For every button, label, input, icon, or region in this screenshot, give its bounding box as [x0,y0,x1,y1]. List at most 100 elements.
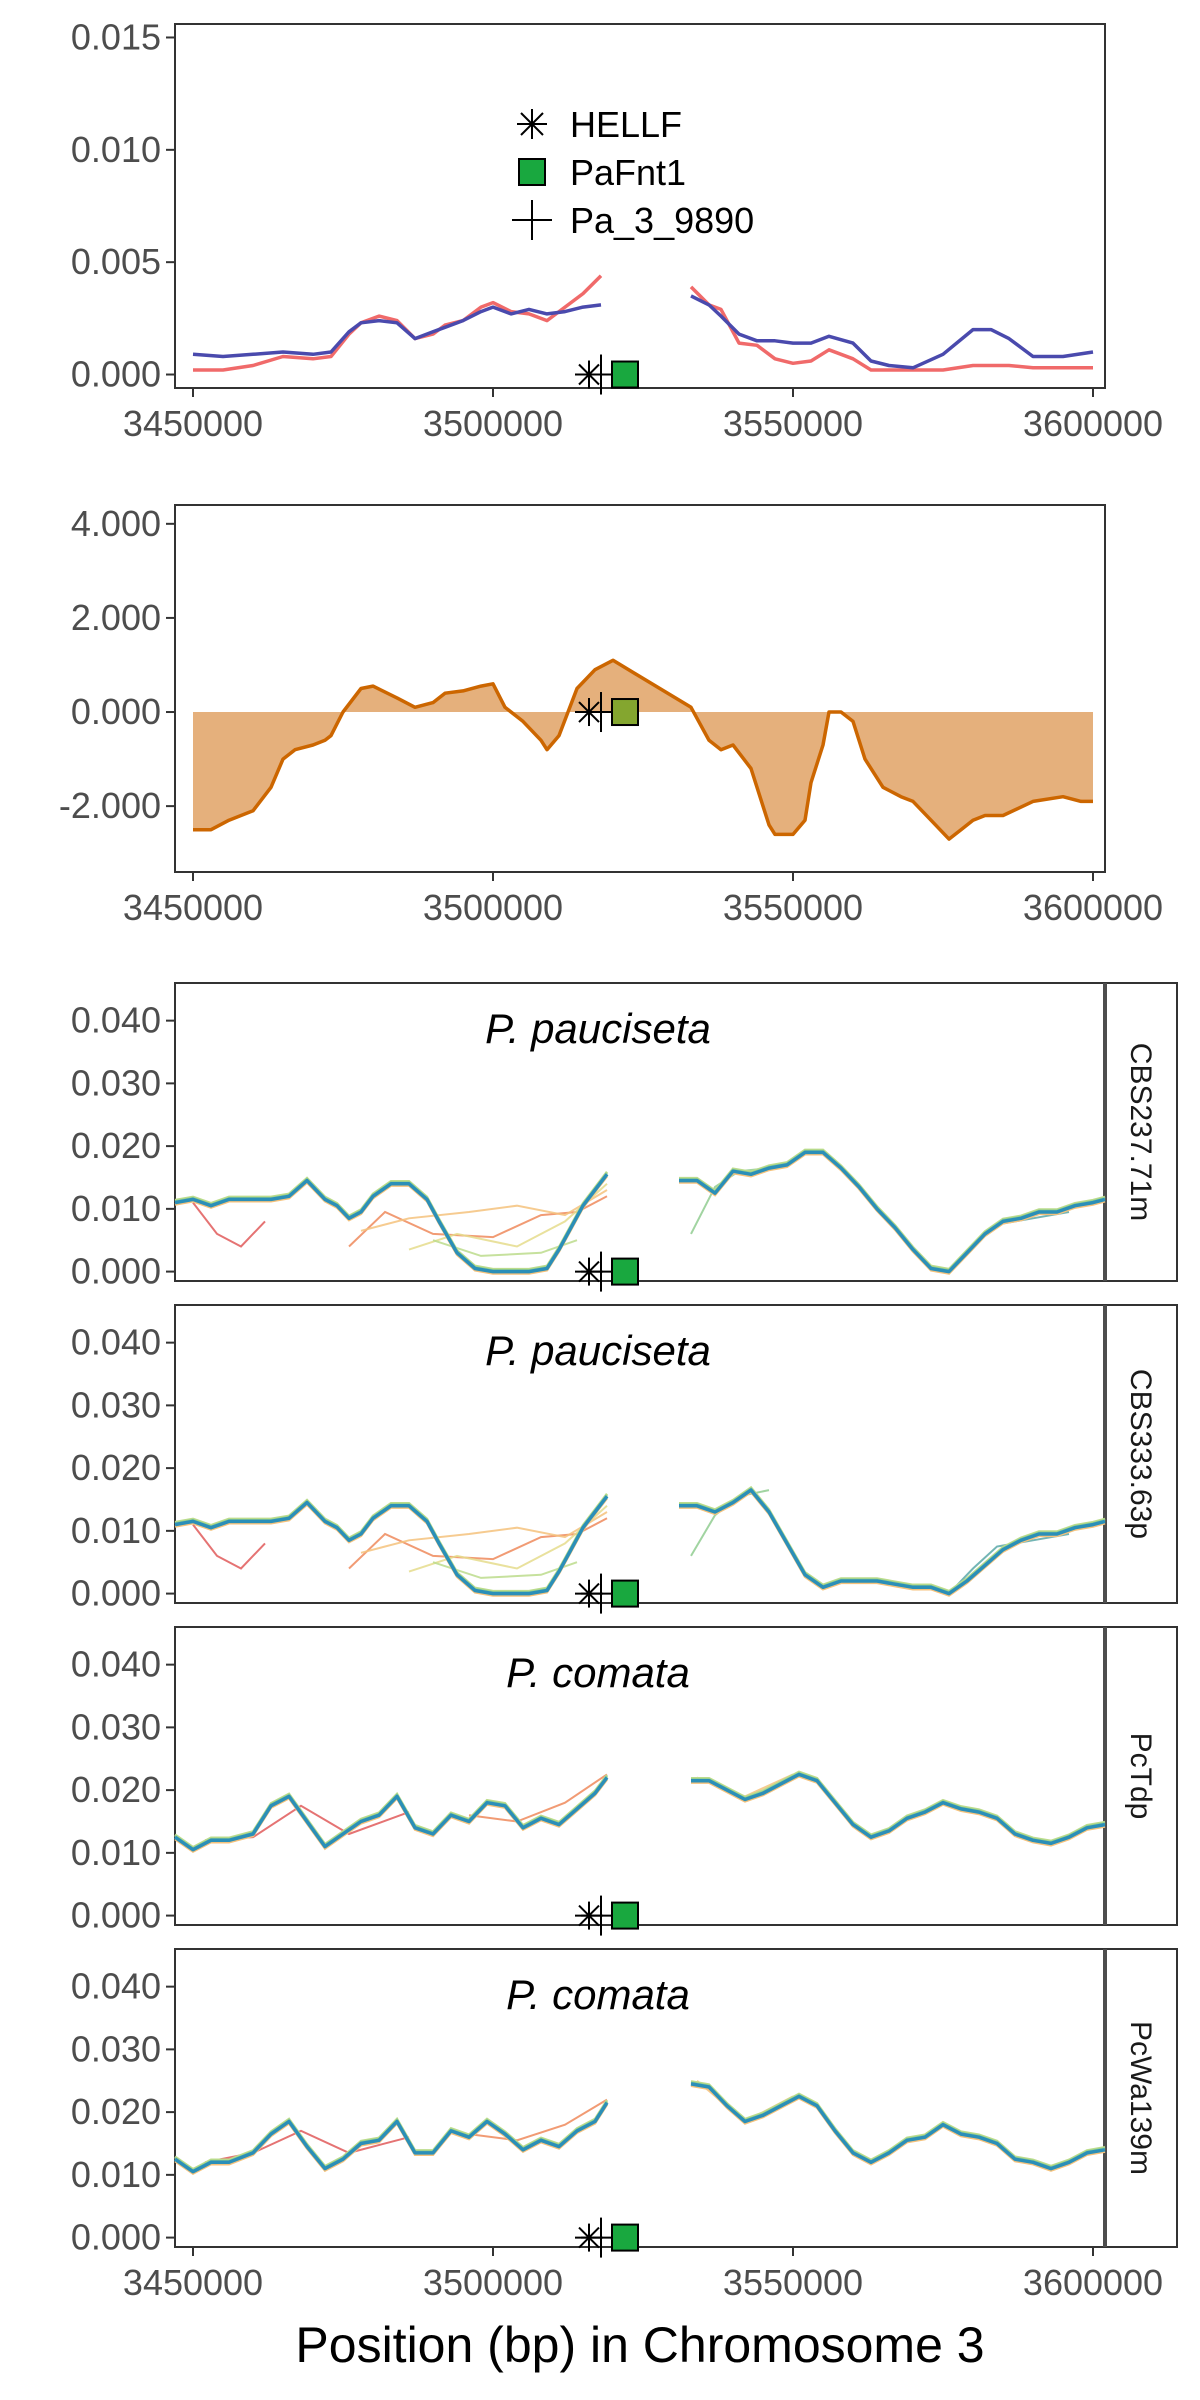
x-tick-label: 3550000 [723,887,863,928]
x-tick-label: 3500000 [423,887,563,928]
strain-variant-line [192,1201,266,1248]
strain-main-line [690,2082,1106,2171]
series-line [192,303,602,359]
y-tick-label: 0.020 [71,1769,161,1810]
facet-strip-label: CBS237.71m [1124,1043,1157,1221]
y-tick-label: 0.040 [71,1644,161,1685]
strain-line [174,1175,608,1275]
facet-0: CBS237.71m P. pauciseta 0.000 0.010 0.020 0.0… [71,982,1178,1292]
y-tick-label: 0.000 [71,1895,161,1936]
y-tick-label: 0.030 [71,1706,161,1747]
facet-strip [1104,1948,1178,2248]
x-tick-label: 3550000 [723,2262,863,2303]
legend-label: HELLF [570,104,682,145]
strain-line [690,2084,1106,2172]
series-line [689,285,1093,372]
y-tick-label: 0.040 [71,1322,161,1363]
facet-strip-label: PcTdp [1124,1733,1157,1820]
x-tick-label: 3450000 [123,2262,263,2303]
x-axis-title: Position (bp) in Chromosome 3 [295,2317,984,2373]
panel-border [174,504,1106,873]
panel-border [174,23,1106,389]
square-marker [611,698,639,727]
y-tick-label: 0.020 [71,1125,161,1166]
difference-panel: -2.000 0.000 2.000 4.000 3450000 3500000 35500… [59,503,1163,928]
legend: HELLF PaFnt1 Pa_3_9890 [512,104,754,241]
difference-line [193,658,1093,841]
strain-main-line [174,1173,609,1274]
x-tick-label: 3600000 [1023,2262,1163,2303]
facet-3: PcWa139m P. comata 0.000 0.010 0.020 0.030 0.0… [71,1948,1178,2303]
y-tick-label: 0.000 [71,691,161,732]
species-label: P. pauciseta [485,1005,711,1052]
strain-variant-line [468,1773,608,1823]
strain-variant-line [948,1533,1070,1595]
y-tick-label: -2.000 [59,785,161,826]
strain-line [174,1172,608,1272]
strain-line [679,1487,1106,1594]
legend-asterisk-stroke [520,112,544,136]
square-marker [611,2223,639,2252]
strain-line [691,1771,1106,1844]
x-tick-label: 3500000 [423,403,563,444]
y-tick-label: 0.020 [71,1447,161,1488]
x-tick-label: 3600000 [1023,403,1163,444]
y-tick-label: 0.030 [71,1384,161,1425]
strain-line [690,2081,1106,2169]
y-tick-label: 0.010 [71,1832,161,1873]
strain-line [690,2080,1106,2168]
strain-facets: CBS237.71m P. pauciseta 0.000 0.010 0.020 0.0… [71,982,1178,2303]
y-tick-label: 0.010 [71,1510,161,1551]
facet-strip [1104,1304,1178,1604]
square-marker [611,1901,639,1930]
legend-square-key [518,158,546,186]
strain-main-line [174,2101,609,2174]
x-tick-label: 3500000 [423,2262,563,2303]
facet-1: CBS333.63p P. pauciseta 0.000 0.010 0.020 0.0… [71,1304,1178,1614]
strain-main-line [679,1488,1106,1596]
x-tick-label: 3600000 [1023,887,1163,928]
y-tick-label: 0.040 [71,1966,161,2007]
y-tick-label: 0.020 [71,2091,161,2132]
y-tick-label: 4.000 [71,503,161,544]
y-tick-label: 0.000 [71,2217,161,2258]
strain-variant-line [360,1511,608,1554]
facet-strip [1104,982,1178,1282]
y-tick-label: 0.030 [71,2028,161,2069]
square-marker [611,1257,639,1286]
y-tick-label: 0.010 [71,1188,161,1229]
y-tick-label: 2.000 [71,597,161,638]
square-marker [611,360,639,389]
facet-strip-label: PcWa139m [1124,2021,1157,2175]
y-tick-label: 0.010 [71,2154,161,2195]
facet-strip [1104,1626,1178,1926]
y-tick-label: 0.030 [71,1062,161,1103]
x-tick-label: 3550000 [723,403,863,444]
y-tick-label: 0.000 [71,1251,161,1292]
series-line [690,294,1094,370]
facet-2: PcTdp P. comata 0.000 0.010 0.020 0.030 0.040 [71,1626,1178,1936]
x-tick-label: 3450000 [123,403,263,444]
strain-variant-line [192,1523,266,1570]
y-tick-label: 0.040 [71,1000,161,1041]
x-tick-label: 3450000 [123,887,263,928]
species-label: P. comata [506,1649,690,1696]
strain-main-line [691,1772,1106,1846]
strain-main-line [679,1150,1106,1274]
species-label: P. pauciseta [485,1327,711,1374]
top-panel: 0.000 0.005 0.010 0.015 3450000 3500000 355000… [71,16,1163,444]
y-tick-label: 0.000 [71,1573,161,1614]
difference-area [193,660,1093,840]
legend-label: Pa_3_9890 [570,200,754,241]
strain-variant-line [468,2098,608,2142]
y-tick-label: 0.015 [71,16,161,57]
y-tick-label: 0.010 [71,129,161,170]
strain-line [691,1774,1106,1847]
species-label: P. comata [506,1971,690,2018]
y-tick-label: 0.005 [71,241,161,282]
strain-main-line [174,1776,609,1852]
strain-main-line [174,1495,609,1596]
strain-line [174,1497,608,1597]
square-marker [611,1579,639,1608]
